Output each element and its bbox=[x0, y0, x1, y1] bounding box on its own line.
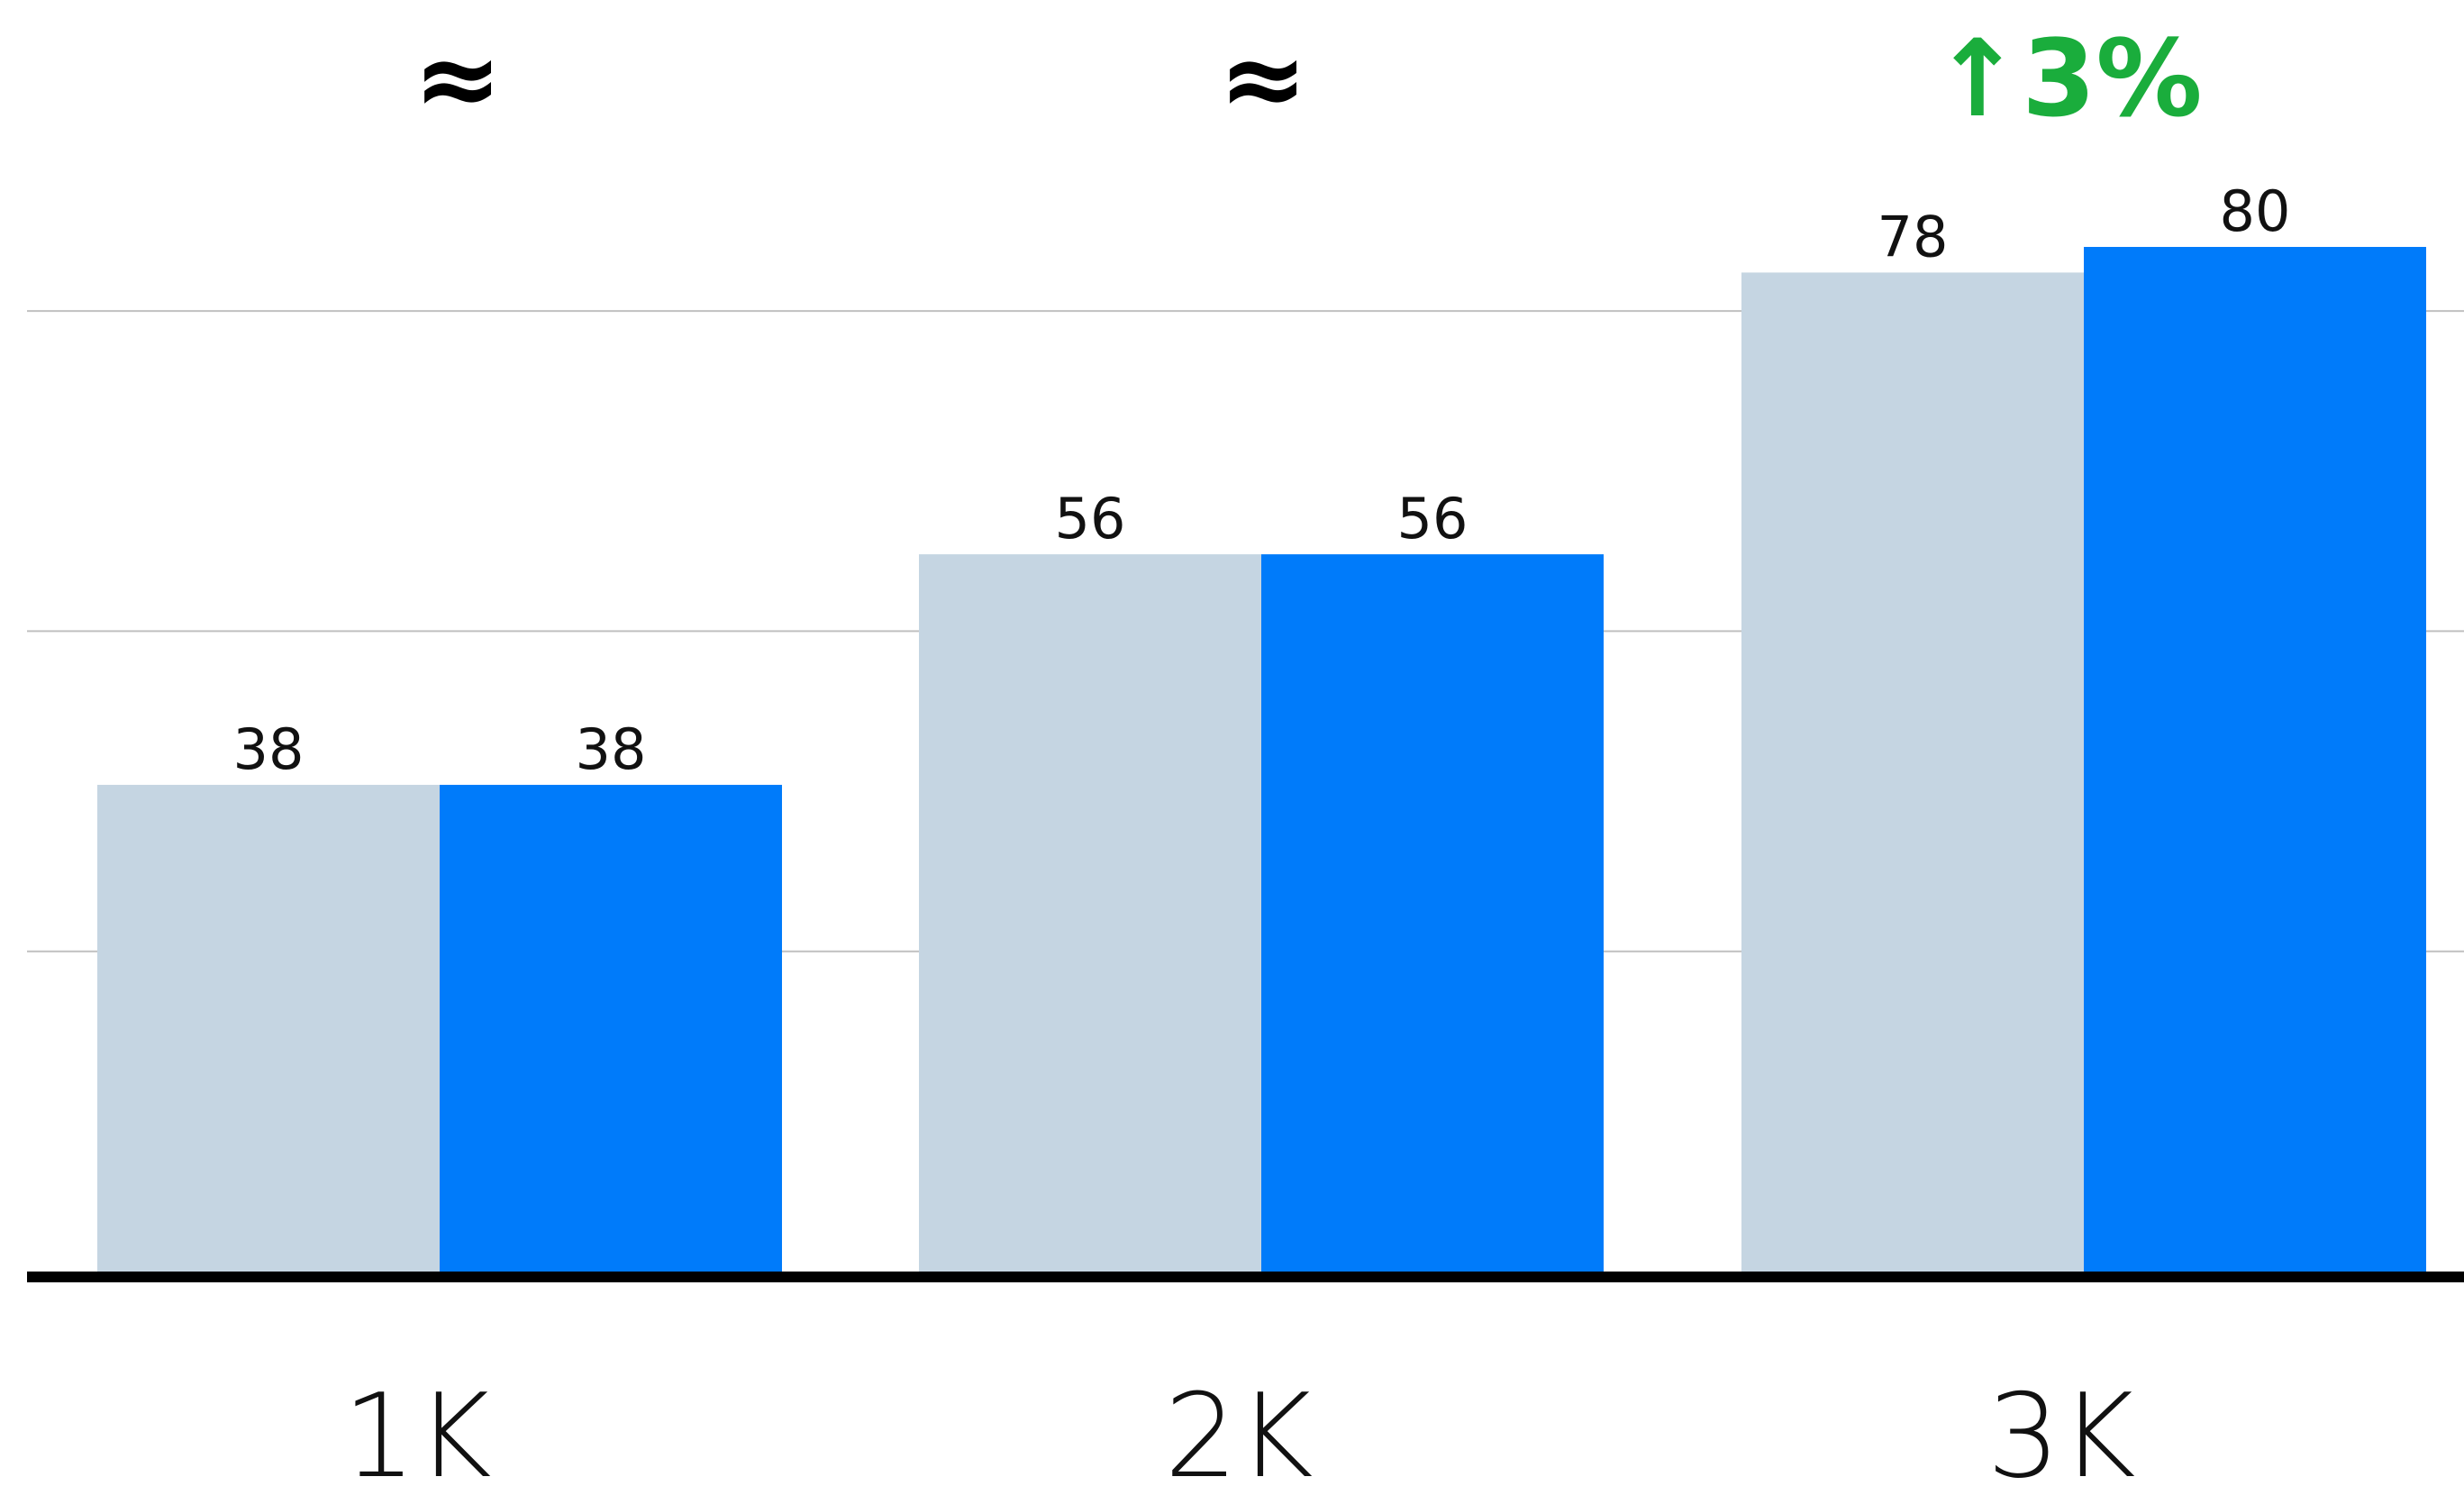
data-label: 56 bbox=[1397, 486, 1468, 552]
value-labels: 38 38 56 56 78 80 bbox=[233, 178, 2291, 782]
bar bbox=[97, 784, 440, 1272]
category-label: 2K bbox=[1164, 1370, 1313, 1486]
data-label: 38 bbox=[233, 716, 305, 782]
data-label: 80 bbox=[2220, 178, 2291, 244]
category-label: 3K bbox=[1987, 1370, 2135, 1486]
category-labels: 1K 2K 3K bbox=[342, 1370, 2135, 1486]
data-label: 38 bbox=[576, 716, 647, 782]
comparison-annotation: ↑3% bbox=[1932, 16, 2202, 141]
bar bbox=[440, 784, 782, 1272]
annotations: ≈ ≈ ↑3% bbox=[414, 16, 2203, 141]
category-label: 1K bbox=[342, 1370, 491, 1486]
bar bbox=[919, 554, 1261, 1272]
comparison-annotation: ≈ bbox=[1219, 16, 1308, 141]
bars bbox=[97, 247, 2426, 1272]
data-label: 56 bbox=[1055, 486, 1126, 552]
comparison-annotation: ≈ bbox=[414, 16, 503, 141]
bar bbox=[1741, 272, 2084, 1272]
bar bbox=[1261, 554, 1604, 1272]
bar bbox=[2084, 247, 2426, 1272]
data-label: 78 bbox=[1878, 204, 1949, 269]
